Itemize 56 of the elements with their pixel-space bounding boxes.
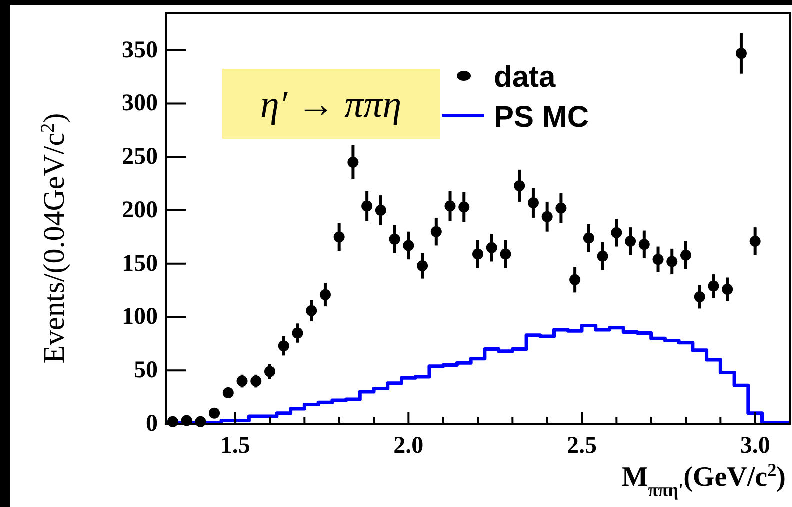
- point: [264, 366, 276, 378]
- point: [638, 239, 650, 250]
- point: [611, 227, 622, 238]
- point: [236, 376, 248, 387]
- point: [292, 328, 304, 339]
- point: [722, 284, 734, 295]
- point: [500, 248, 512, 260]
- point: [348, 156, 359, 168]
- y-tick-label: 150: [122, 250, 158, 277]
- point: [625, 236, 636, 247]
- point: [597, 250, 608, 262]
- legend-label: PS MC: [494, 101, 590, 134]
- point: [750, 236, 761, 247]
- x-tick-label: 2.5: [567, 433, 597, 459]
- point: [514, 180, 526, 192]
- point: [472, 248, 484, 260]
- point: [486, 242, 498, 254]
- y-tick-label: 200: [122, 197, 158, 224]
- point: [542, 211, 553, 222]
- y-tick-label: 100: [122, 304, 158, 330]
- legend-label: data: [494, 61, 556, 94]
- point: [306, 305, 318, 316]
- point: [209, 408, 220, 419]
- y-tick-label: 0: [146, 411, 158, 437]
- point: [556, 202, 567, 214]
- point: [708, 280, 720, 292]
- point: [403, 240, 414, 252]
- point: [389, 234, 400, 245]
- point: [417, 260, 428, 272]
- annotation: η′ → ππη: [260, 84, 402, 126]
- y-tick-label: 50: [134, 358, 158, 384]
- y-tick-label: 250: [122, 144, 158, 170]
- point: [334, 232, 345, 243]
- x-tick-label: 2.0: [394, 433, 424, 459]
- point: [444, 200, 456, 212]
- point: [222, 388, 234, 399]
- x-axis-title: M$_{ππη'}$(GeV/c$^{2}$): [622, 460, 786, 500]
- point: [250, 376, 262, 387]
- y-tick-label: 300: [122, 90, 158, 117]
- point: [320, 289, 331, 300]
- point: [583, 232, 594, 244]
- x-tick-label: 3.0: [740, 433, 770, 459]
- point: [680, 250, 692, 261]
- point: [570, 274, 581, 286]
- point: [694, 291, 706, 302]
- point: [652, 254, 664, 266]
- point: [458, 202, 470, 213]
- y-tick-label: 350: [122, 37, 158, 64]
- point: [362, 200, 373, 212]
- point: [666, 256, 678, 268]
- point: [736, 48, 747, 60]
- point: [375, 204, 386, 216]
- point: [430, 226, 442, 238]
- point: [528, 198, 539, 209]
- x-tick-label: 1.5: [220, 433, 250, 459]
- point: [278, 340, 290, 352]
